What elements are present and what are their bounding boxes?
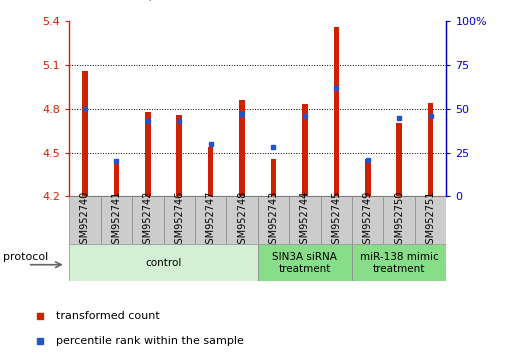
Bar [321,196,352,244]
Bar [132,196,164,244]
Bar [428,103,433,196]
Bar [271,159,277,196]
Text: GSM952747: GSM952747 [206,191,215,250]
Bar [258,196,289,244]
Text: GSM952741: GSM952741 [111,191,122,250]
Bar [69,196,101,244]
Bar [176,115,182,196]
Bar [226,196,258,244]
Bar [258,244,352,281]
Bar [101,196,132,244]
Bar [145,112,151,196]
Bar [333,27,339,196]
Text: protocol: protocol [4,252,49,262]
Bar [82,71,88,196]
Text: miR-138 mimic
treatment: miR-138 mimic treatment [360,252,439,274]
Bar [239,100,245,196]
Text: GDS4255 / 7896057: GDS4255 / 7896057 [80,0,220,2]
Text: GSM952745: GSM952745 [331,191,341,250]
Bar [383,196,415,244]
Text: GSM952748: GSM952748 [237,191,247,250]
Bar [415,196,446,244]
Bar [208,147,213,196]
Text: GSM952750: GSM952750 [394,191,404,250]
Text: percentile rank within the sample: percentile rank within the sample [55,336,244,346]
Bar [113,161,119,196]
Text: GSM952749: GSM952749 [363,191,373,250]
Bar [397,124,402,196]
Text: SIN3A siRNA
treatment: SIN3A siRNA treatment [272,252,338,274]
Text: GSM952751: GSM952751 [426,191,436,250]
Bar [164,196,195,244]
Text: GSM952742: GSM952742 [143,191,153,250]
Bar [352,196,383,244]
Text: GSM952746: GSM952746 [174,191,184,250]
Bar [352,244,446,281]
Bar [69,244,258,281]
Text: GSM952743: GSM952743 [268,191,279,250]
Text: GSM952744: GSM952744 [300,191,310,250]
Bar [365,159,370,196]
Bar [195,196,226,244]
Text: GSM952740: GSM952740 [80,191,90,250]
Bar [302,104,308,196]
Bar [289,196,321,244]
Text: control: control [145,258,182,268]
Text: transformed count: transformed count [55,311,160,321]
